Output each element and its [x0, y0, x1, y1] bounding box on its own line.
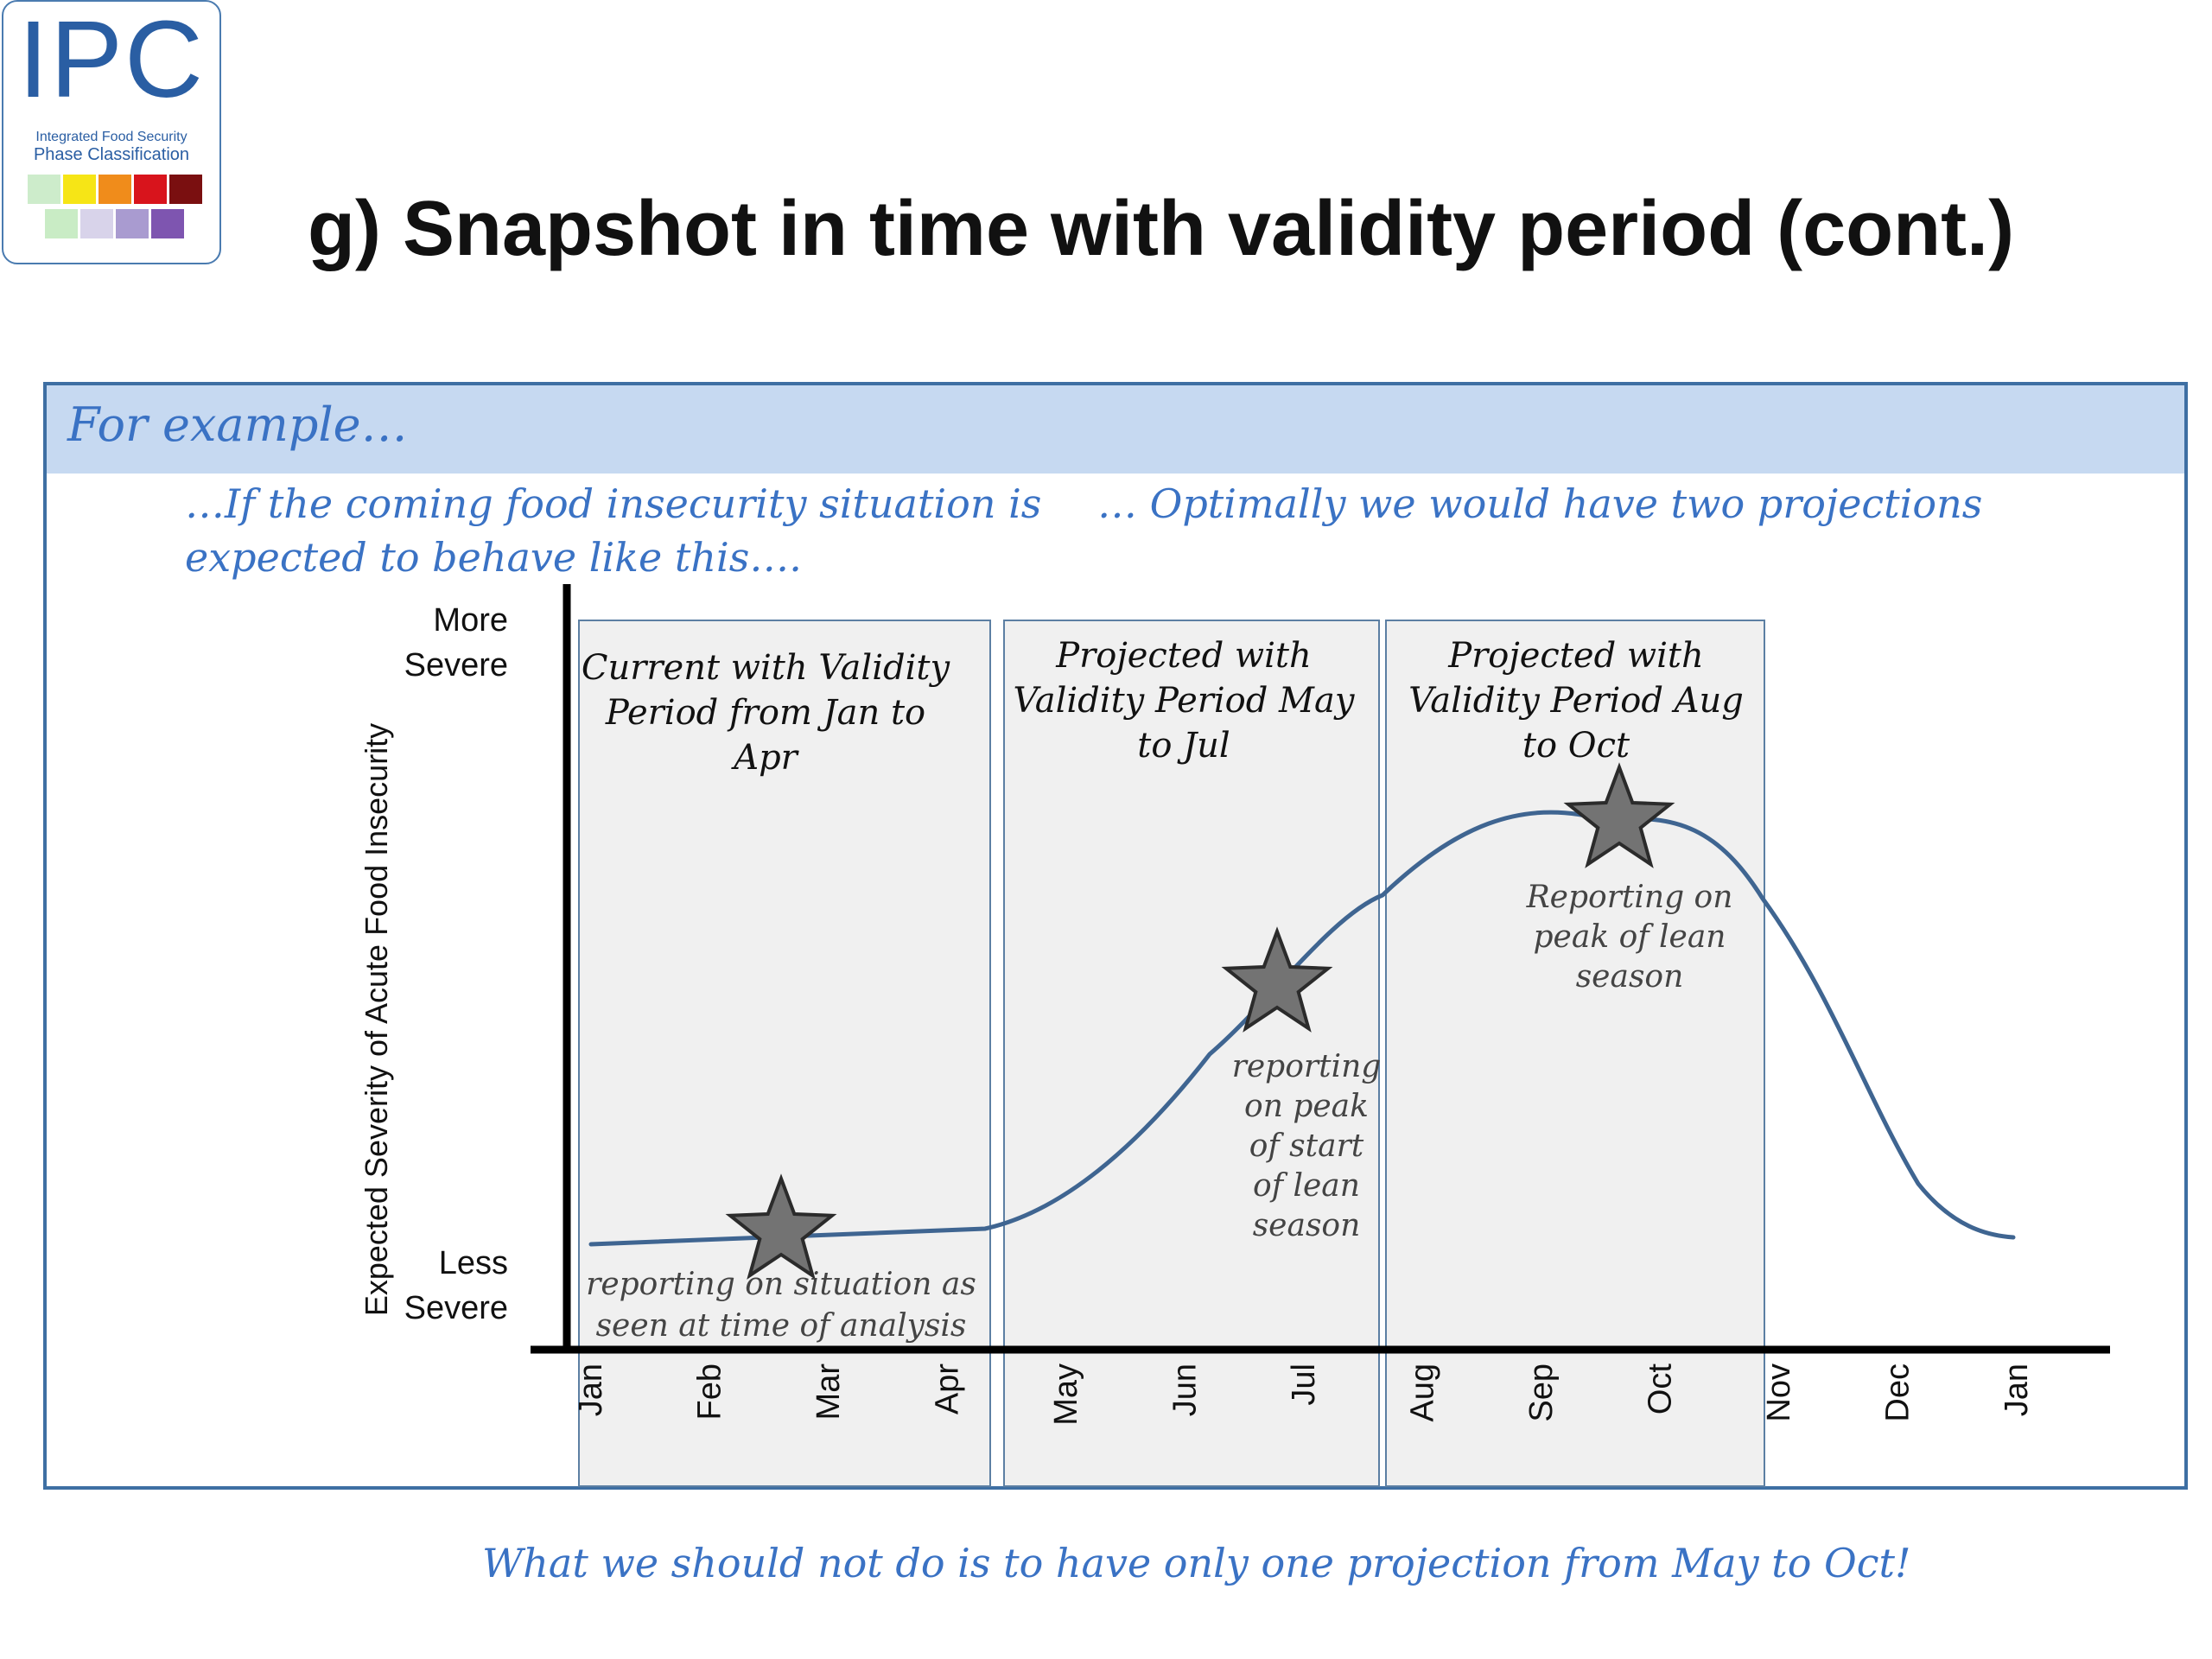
- page-title: g) Snapshot in time with validity period…: [308, 186, 2015, 272]
- example-label: For example…: [67, 397, 408, 452]
- period-label-proj2-2: Validity Period Aug: [1408, 681, 1744, 721]
- logo-subtitle-2: Phase Classification: [33, 145, 190, 164]
- period-label-current-3: Apr: [730, 738, 799, 778]
- period-label-proj1-1: Projected with: [1055, 636, 1312, 676]
- annotation-proj2-3: season: [1576, 959, 1684, 995]
- logo-text: IPC: [17, 0, 206, 120]
- note-left-line-1: …If the coming food insecurity situation…: [185, 480, 1042, 527]
- star-marker-current: [725, 1173, 837, 1280]
- logo-swatch: [116, 209, 149, 238]
- star-marker-projection-1: [1221, 926, 1333, 1033]
- footer-note: What we should not do is to have only on…: [482, 1540, 1911, 1586]
- month-label: Jan: [573, 1363, 609, 1416]
- month-label: Aug: [1405, 1363, 1441, 1422]
- logo-swatch: [28, 175, 60, 204]
- month-labels: Jan Feb Mar Apr May Jun Jul Aug Sep Oct Nov Dec Jan: [573, 1363, 2035, 1426]
- month-label: Oct: [1643, 1363, 1679, 1415]
- month-label: Jun: [1167, 1363, 1204, 1416]
- annotation-current-2: seen at time of analysis: [596, 1308, 967, 1344]
- y-top-label-1: More: [433, 602, 508, 639]
- period-label-proj2-3: to Oct: [1522, 726, 1630, 766]
- note-left-line-2: expected to behave like this….: [185, 534, 802, 581]
- annotation-proj1-5: season: [1253, 1208, 1361, 1243]
- annotation-proj1-4: of lean: [1253, 1168, 1360, 1204]
- period-box-projection-1: [1003, 620, 1380, 1487]
- y-axis-title: Expected Severity of Acute Food Insecuri…: [359, 723, 394, 1316]
- y-top-label-2: Severe: [404, 647, 508, 683]
- y-bottom-label-1: Less: [439, 1245, 508, 1281]
- logo-swatch: [80, 209, 113, 238]
- month-label: Apr: [930, 1363, 966, 1414]
- logo-swatch: [134, 175, 167, 204]
- annotation-proj1-3: of start: [1249, 1128, 1364, 1164]
- month-label: May: [1048, 1363, 1084, 1426]
- month-label: Jan: [1999, 1363, 2035, 1416]
- logo-swatch: [45, 209, 78, 238]
- annotation-proj2-2: peak of lean: [1534, 919, 1726, 955]
- annotation-proj1-1: reporting: [1232, 1049, 1382, 1084]
- star-marker-projection-2: [1563, 762, 1675, 868]
- logo-subtitle-1: Integrated Food Security: [35, 130, 188, 144]
- example-header: For example…: [47, 385, 2184, 474]
- logo-swatch: [63, 175, 96, 204]
- logo-swatch: [99, 175, 131, 204]
- period-label-proj1-3: to Jul: [1137, 726, 1230, 766]
- logo-swatch: [151, 209, 184, 238]
- month-label: Mar: [810, 1363, 847, 1421]
- period-label-current-2: Period from Jan to: [605, 693, 925, 733]
- y-bottom-label-2: Severe: [404, 1290, 508, 1326]
- month-label: Feb: [692, 1363, 728, 1420]
- period-box-projection-2: [1385, 620, 1765, 1487]
- severity-curve: [588, 810, 2016, 1247]
- period-label-current-1: Current with Validity: [582, 648, 951, 688]
- month-label: Dec: [1880, 1363, 1916, 1422]
- annotation-proj1-2: on peak: [1244, 1089, 1369, 1124]
- annotation-proj2-1: Reporting on: [1526, 880, 1733, 915]
- month-label: Nov: [1761, 1363, 1797, 1422]
- note-right: … Optimally we would have two projection…: [1097, 480, 1983, 527]
- ipc-logo: IPC Integrated Food Security Phase Class…: [2, 0, 221, 264]
- month-label: Jul: [1286, 1363, 1322, 1406]
- period-label-proj2-1: Projected with: [1447, 636, 1704, 676]
- annotation-current-1: reporting on situation as: [586, 1267, 976, 1302]
- period-label-proj1-2: Validity Period May: [1014, 681, 1356, 721]
- period-box-current: [578, 620, 991, 1487]
- logo-swatch: [169, 175, 202, 204]
- month-label: Sep: [1523, 1363, 1560, 1422]
